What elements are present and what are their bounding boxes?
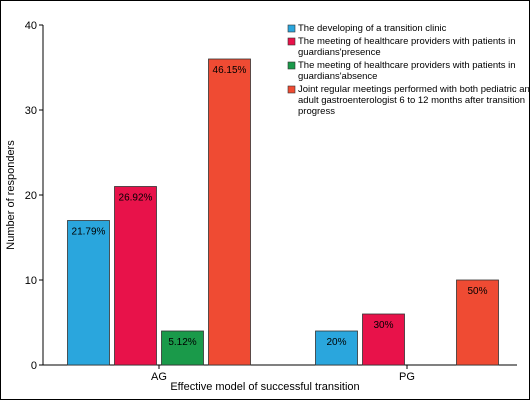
- legend-label: The developing of a transition clinic: [298, 23, 447, 34]
- y-tick-label: 30: [25, 105, 37, 117]
- bar: [362, 313, 405, 366]
- bar-value-label: 20%: [326, 337, 346, 348]
- x-tick-label: AG: [151, 371, 167, 383]
- data-labels: 21.79% 20% 26.92% 30% 5.12% 46.15% 50%: [72, 65, 488, 348]
- bar-value-label: 21.79%: [72, 227, 106, 238]
- bars: [67, 58, 499, 366]
- x-tick-label: PG: [399, 371, 415, 383]
- legend-swatch: [287, 24, 296, 33]
- legend-label: progress: [298, 106, 335, 117]
- legend-swatch: [287, 85, 296, 94]
- bar-value-label: 26.92%: [119, 193, 153, 204]
- legend-label: guardians'absence: [298, 71, 377, 82]
- legend-swatch: [287, 37, 296, 46]
- legend: The developing of a transition clinic The…: [287, 23, 530, 117]
- legend-label: The meeting of healthcare providers with…: [298, 60, 516, 71]
- y-tick-label: 40: [25, 20, 37, 32]
- bar-value-label: 50%: [467, 286, 487, 297]
- bar: [315, 330, 358, 366]
- legend-label: guardians'presence: [298, 47, 381, 58]
- y-axis-label: Number of responders: [5, 140, 17, 250]
- x-axis-label: Effective model of successful transition: [170, 381, 359, 393]
- bar-value-label: 5.12%: [168, 337, 196, 348]
- bar: [114, 186, 157, 366]
- bar: [161, 330, 204, 366]
- y-tick-label: 20: [25, 190, 37, 202]
- legend-label: Joint regular meetings performed with bo…: [298, 84, 529, 95]
- bar-value-label: 46.15%: [213, 65, 247, 76]
- bar: [208, 58, 251, 366]
- legend-swatch: [287, 61, 296, 70]
- bar: [67, 220, 110, 366]
- legend-label: The meeting of healthcare providers with…: [298, 36, 516, 47]
- y-tick-label: 10: [25, 275, 37, 287]
- bar: [456, 279, 499, 366]
- legend-label: adult gastroenterologist 6 to 12 months …: [298, 95, 525, 106]
- bar-value-label: 30%: [373, 320, 393, 331]
- y-tick-label: 0: [31, 360, 37, 372]
